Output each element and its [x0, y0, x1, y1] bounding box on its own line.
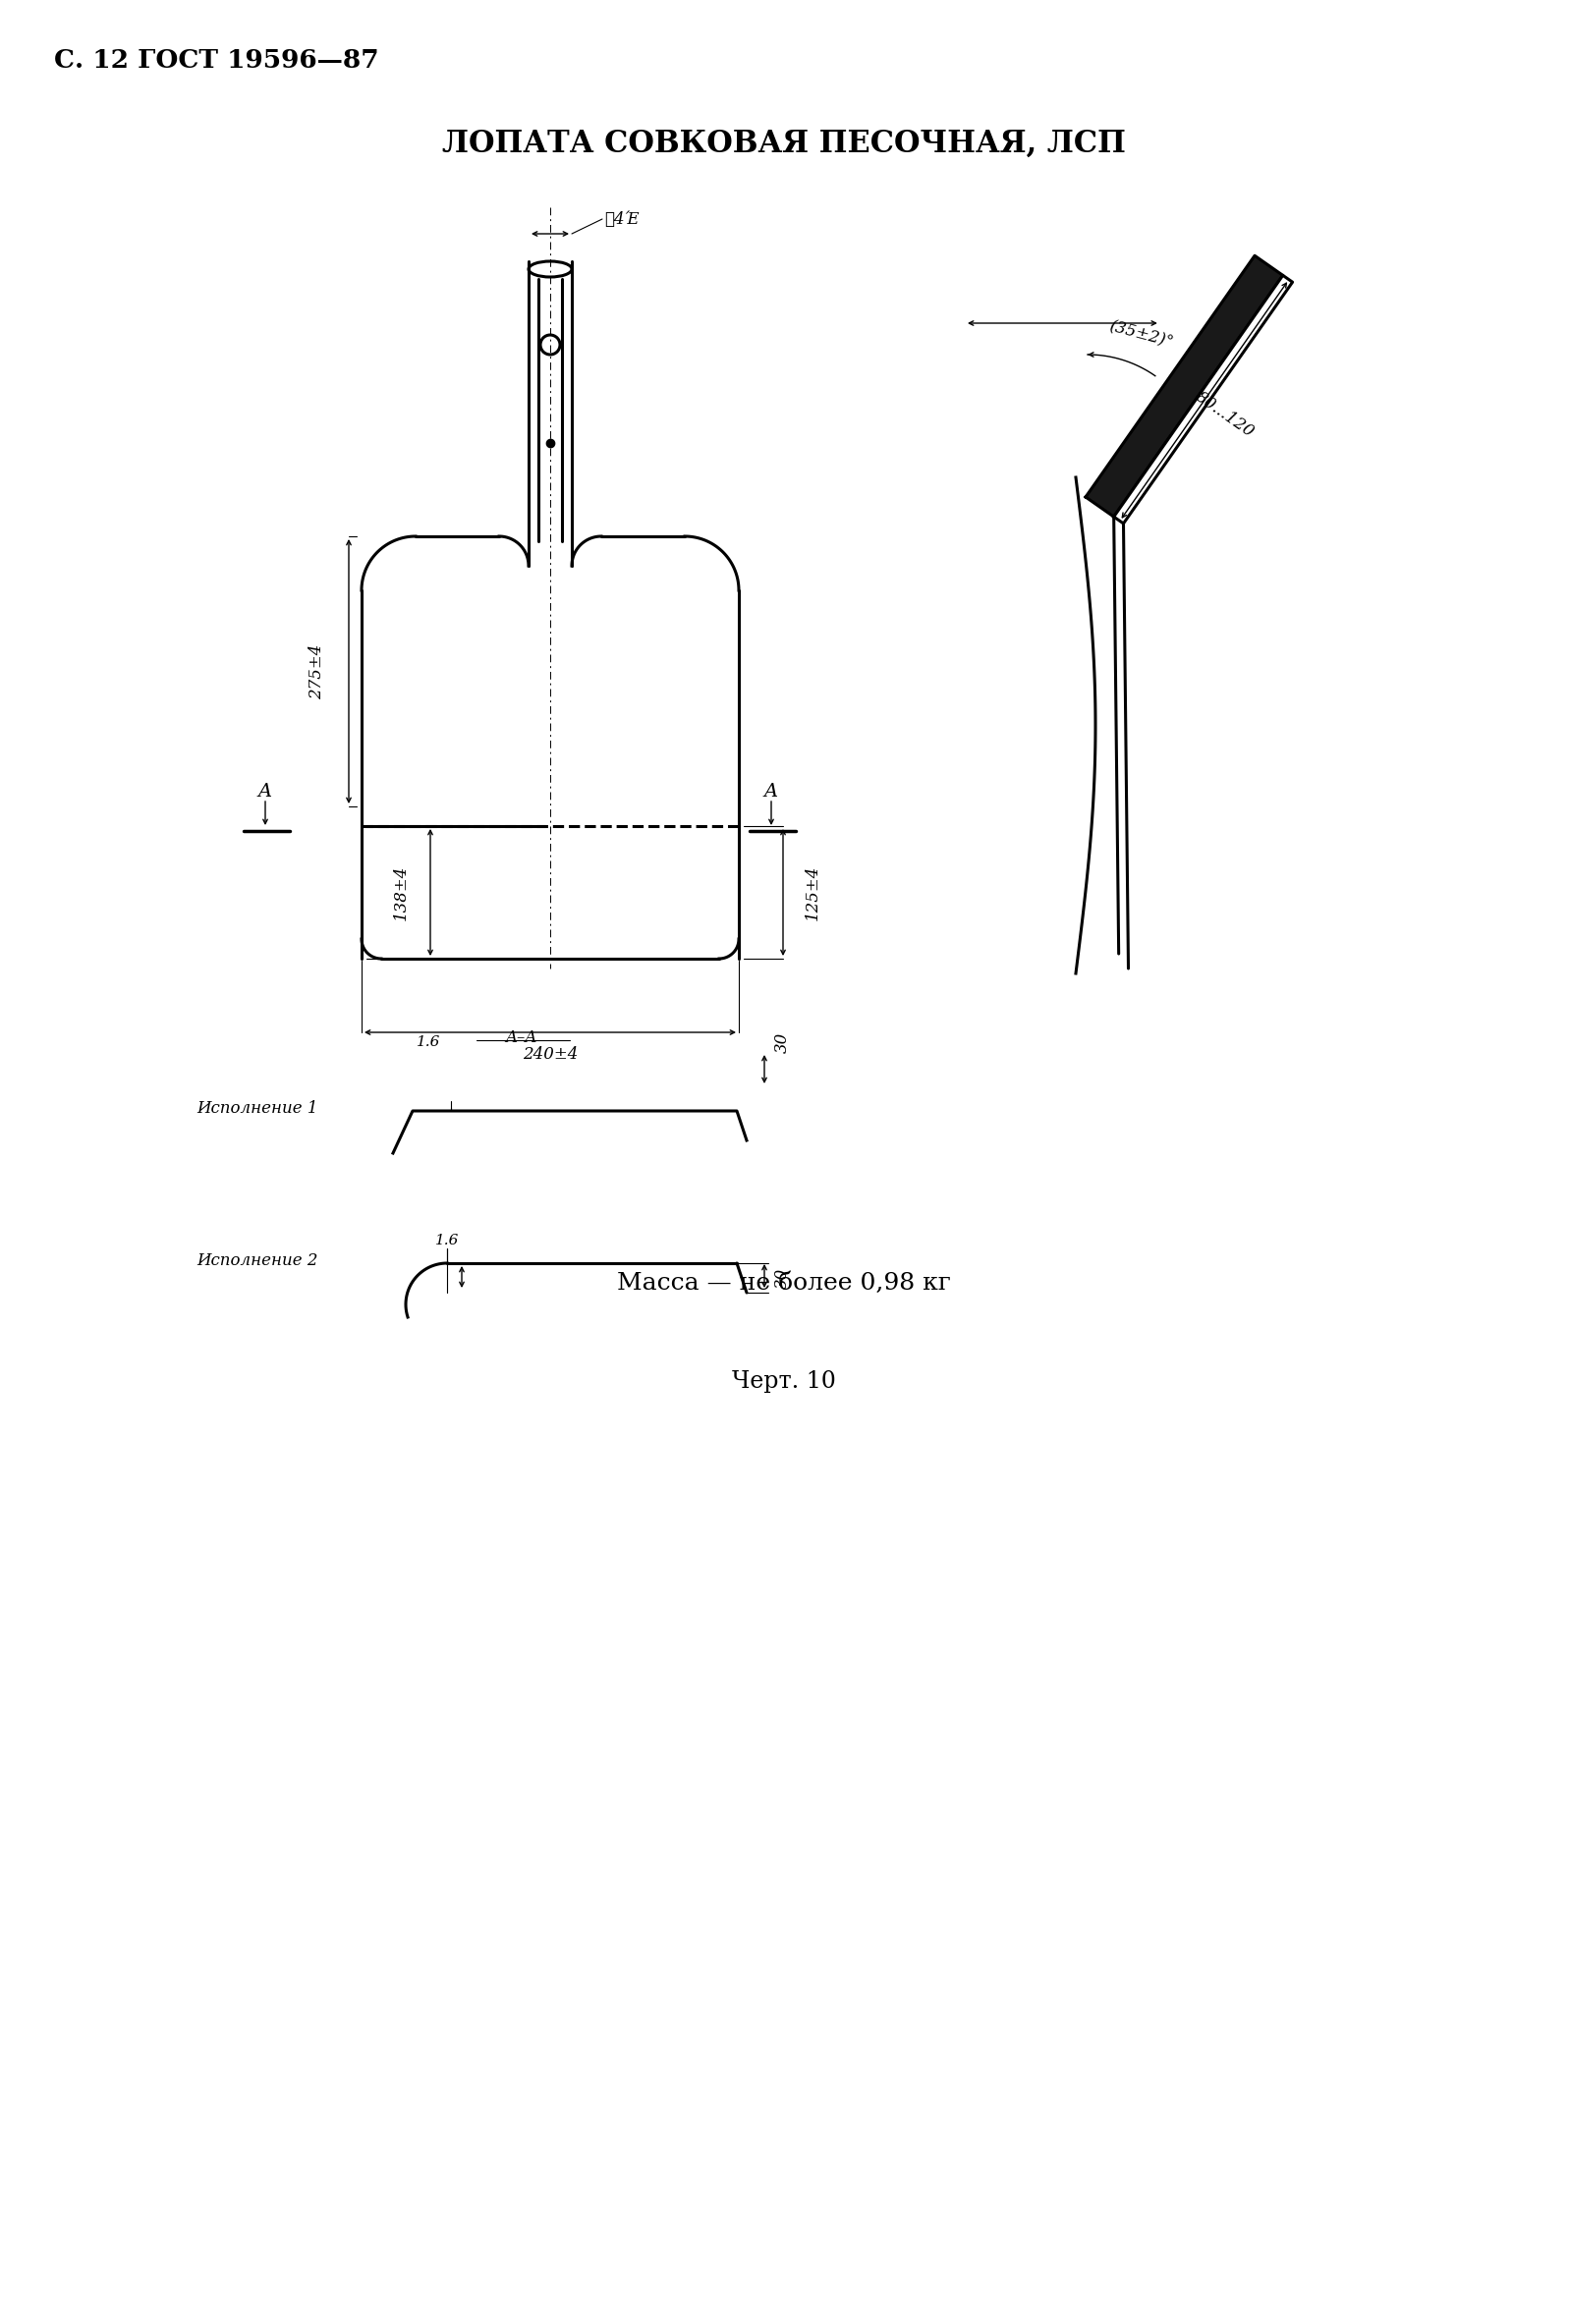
- Text: Ѩ4Έ: Ѩ4Έ: [604, 211, 639, 228]
- Text: 240±4: 240±4: [522, 1046, 577, 1062]
- Text: 1.6: 1.6: [435, 1234, 460, 1248]
- Text: ЛОПАТА СОВКОВАЯ ПЕСОЧНАЯ, ЛСП: ЛОПАТА СОВКОВАЯ ПЕСОЧНАЯ, ЛСП: [442, 128, 1127, 158]
- Text: Масса — не более 0,98 кг: Масса — не более 0,98 кг: [617, 1271, 951, 1294]
- Text: 275±4: 275±4: [309, 644, 326, 700]
- Text: (35±2)°: (35±2)°: [1108, 318, 1175, 351]
- Text: Исполнение 1: Исполнение 1: [196, 1099, 319, 1116]
- Text: 138±4: 138±4: [392, 865, 410, 920]
- Text: 30: 30: [774, 1267, 791, 1287]
- Text: 125±4: 125±4: [805, 865, 821, 920]
- Text: Исполнение 2: Исполнение 2: [196, 1253, 319, 1269]
- Text: 1.6: 1.6: [416, 1034, 441, 1048]
- Text: С. 12 ГОСТ 19596—87: С. 12 ГОСТ 19596—87: [53, 46, 378, 72]
- Text: Черт. 10: Черт. 10: [733, 1369, 836, 1392]
- Text: A–A: A–A: [505, 1030, 537, 1046]
- Polygon shape: [1086, 256, 1283, 516]
- Text: A: A: [764, 783, 778, 799]
- Text: 80...120: 80...120: [1192, 388, 1257, 442]
- Text: A: A: [259, 783, 271, 799]
- Polygon shape: [1114, 274, 1293, 523]
- Text: 30: 30: [774, 1032, 791, 1053]
